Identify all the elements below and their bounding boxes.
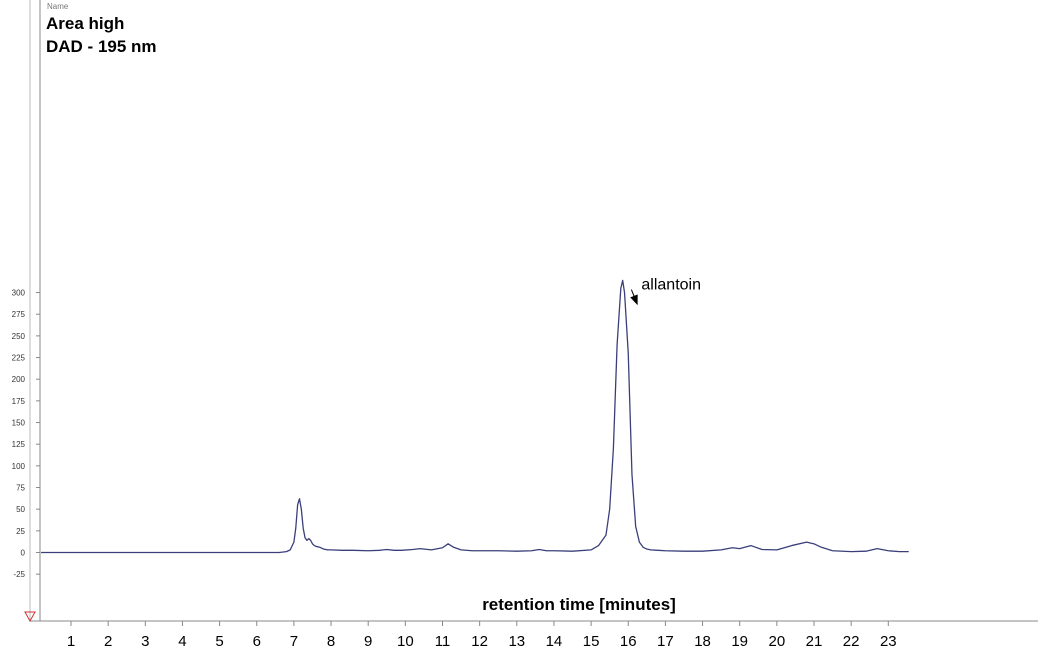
y-axis-ticks: -25 0 25 50 75 100 125 150 175 200 225 250 275 300 — [12, 289, 40, 579]
x-tick-label: 13 — [508, 633, 525, 650]
y-tick-label: 100 — [12, 462, 26, 471]
chart-title: Area high — [46, 14, 124, 33]
x-tick-label: 17 — [657, 633, 674, 650]
y-tick-label: 75 — [16, 484, 25, 493]
plot-frame — [24, 0, 1038, 623]
x-tick-label: 8 — [327, 633, 335, 650]
y-tick-label: 275 — [12, 310, 26, 319]
x-tick-label: 12 — [471, 633, 488, 650]
y-tick-label: 0 — [21, 549, 26, 558]
y-tick-label: 50 — [16, 505, 25, 514]
x-tick-label: 20 — [769, 633, 786, 650]
y-tick-label: 150 — [12, 419, 26, 428]
x-tick-label: 16 — [620, 633, 637, 650]
x-tick-label: 15 — [583, 633, 600, 650]
x-tick-label: 6 — [253, 633, 261, 650]
x-tick-label: 10 — [397, 633, 414, 650]
x-tick-label: 1 — [67, 633, 75, 650]
annotation-label: allantoin — [641, 277, 701, 294]
series-layer — [41, 279, 909, 554]
header-label: Name — [47, 2, 69, 11]
x-tick-label: 11 — [435, 633, 451, 650]
y-tick-label: 25 — [16, 527, 25, 536]
annotation-arrow-icon — [630, 289, 638, 306]
x-tick-label: 5 — [215, 633, 223, 650]
x-tick-label: 19 — [731, 633, 748, 650]
x-tick-label: 22 — [843, 633, 860, 650]
x-tick-label: 9 — [364, 633, 372, 650]
annotation-layer: allantoin — [630, 277, 701, 306]
y-tick-label: 200 — [12, 375, 26, 384]
y-tick-label: 125 — [12, 440, 26, 449]
x-axis-ticks: 1 2 3 4 5 6 7 8 9 10 11 12 13 14 15 16 17 18 19 20 21 22 23 — [67, 621, 897, 650]
x-tick-label: 2 — [104, 633, 112, 650]
origin-marker-icon — [24, 611, 36, 623]
x-axis-label: retention time [minutes] — [482, 595, 676, 614]
x-tick-label: 18 — [694, 633, 711, 650]
series-line-0 — [41, 279, 909, 554]
x-tick-label: 14 — [546, 633, 563, 650]
y-tick-label: 300 — [12, 289, 26, 298]
y-tick-label: 175 — [12, 397, 26, 406]
y-tick-label: -25 — [13, 570, 25, 579]
y-tick-label: 225 — [12, 354, 26, 363]
y-tick-label: 250 — [12, 332, 26, 341]
x-tick-label: 3 — [141, 633, 149, 650]
x-tick-label: 21 — [806, 633, 823, 650]
x-tick-label: 7 — [290, 633, 298, 650]
x-tick-label: 4 — [178, 633, 186, 650]
x-tick-label: 23 — [880, 633, 897, 650]
chart-subtitle: DAD - 195 nm — [46, 37, 157, 56]
